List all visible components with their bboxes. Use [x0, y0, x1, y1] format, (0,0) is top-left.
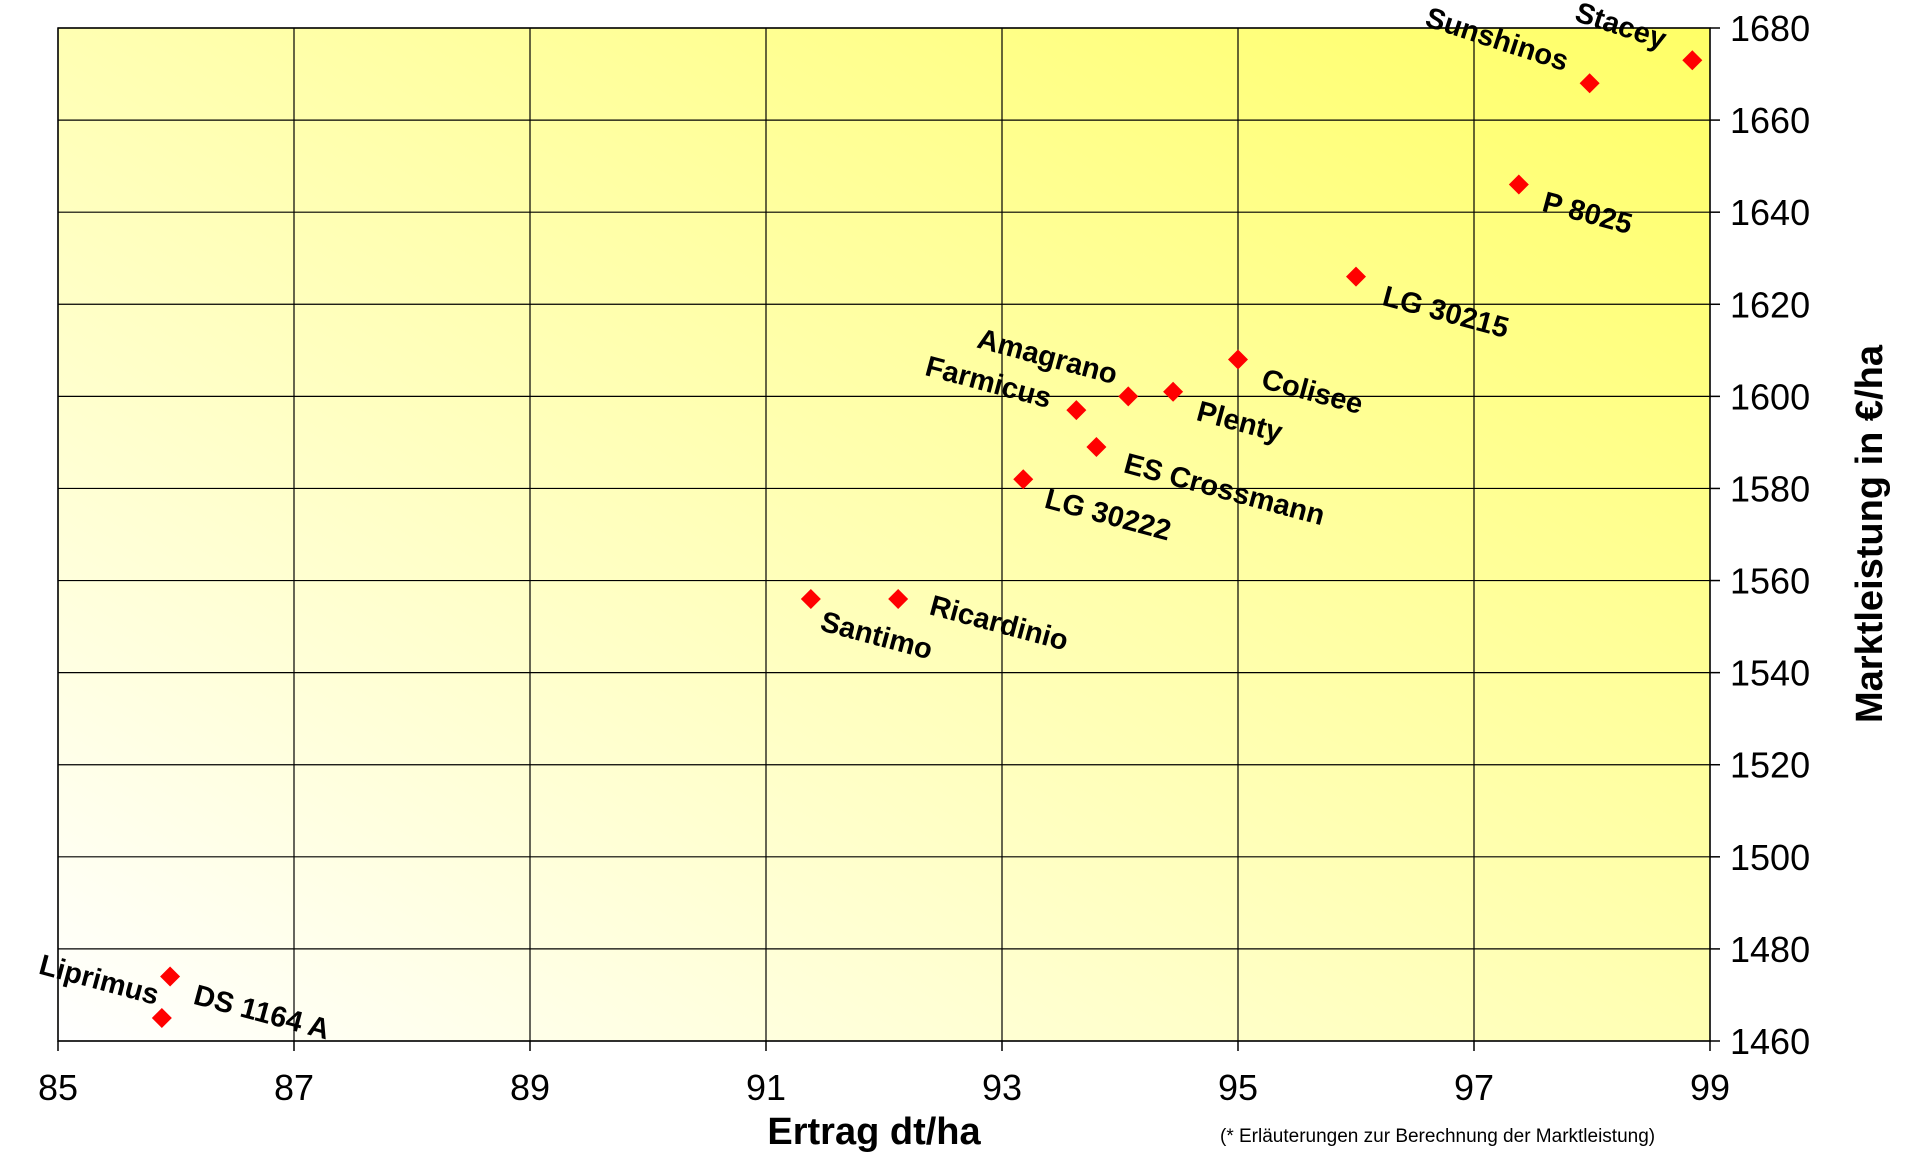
x-tick-label: 91: [746, 1067, 786, 1108]
x-tick-label: 93: [982, 1067, 1022, 1108]
x-tick-label: 95: [1218, 1067, 1258, 1108]
x-tick-label: 87: [274, 1067, 314, 1108]
data-point-marker: [1508, 174, 1529, 195]
data-points: [151, 50, 1703, 1028]
data-point-marker: [1086, 437, 1107, 458]
data-point-marker: [1013, 469, 1034, 490]
data-point-marker: [1118, 386, 1139, 407]
y-tick-label: 1660: [1730, 100, 1810, 141]
y-tick-label: 1480: [1730, 929, 1810, 970]
data-point-marker: [1228, 349, 1248, 370]
data-point-marker: [1579, 73, 1600, 94]
x-tick-label: 97: [1454, 1067, 1494, 1108]
data-point-marker: [800, 588, 821, 609]
x-tick-label: 99: [1690, 1067, 1730, 1108]
y-tick-label: 1580: [1730, 468, 1810, 509]
x-tick-label: 85: [38, 1067, 78, 1108]
footnote: (* Erläuterungen zur Berechnung der Mark…: [1220, 1126, 1656, 1147]
y-tick-label: 1640: [1730, 192, 1810, 233]
y-tick-label: 1620: [1730, 284, 1810, 325]
y-tick-label: 1560: [1730, 561, 1810, 602]
y-tick-label: 1600: [1730, 376, 1810, 417]
data-point-marker: [1682, 50, 1703, 71]
plot-border: [57, 27, 1711, 1042]
data-point-marker: [1163, 381, 1184, 402]
y-tick-label: 1540: [1730, 653, 1810, 694]
y-axis-title: Marktleistung in €/ha: [1849, 344, 1891, 723]
y-tick-label: 1460: [1730, 1021, 1810, 1062]
grid-lines: [57, 27, 1711, 1042]
y-tick-label: 1680: [1730, 8, 1810, 49]
data-point-marker: [160, 966, 181, 987]
data-point-marker: [888, 588, 909, 609]
plot-background: [58, 28, 1710, 1041]
x-axis-title: Ertrag dt/ha: [767, 1111, 981, 1153]
y-tick-label: 1500: [1730, 837, 1810, 878]
data-point-marker: [1346, 266, 1366, 287]
data-point-marker: [151, 1007, 172, 1028]
y-tick-label: 1520: [1730, 745, 1810, 786]
x-tick-label: 89: [510, 1067, 550, 1108]
data-point-marker: [1066, 400, 1087, 421]
